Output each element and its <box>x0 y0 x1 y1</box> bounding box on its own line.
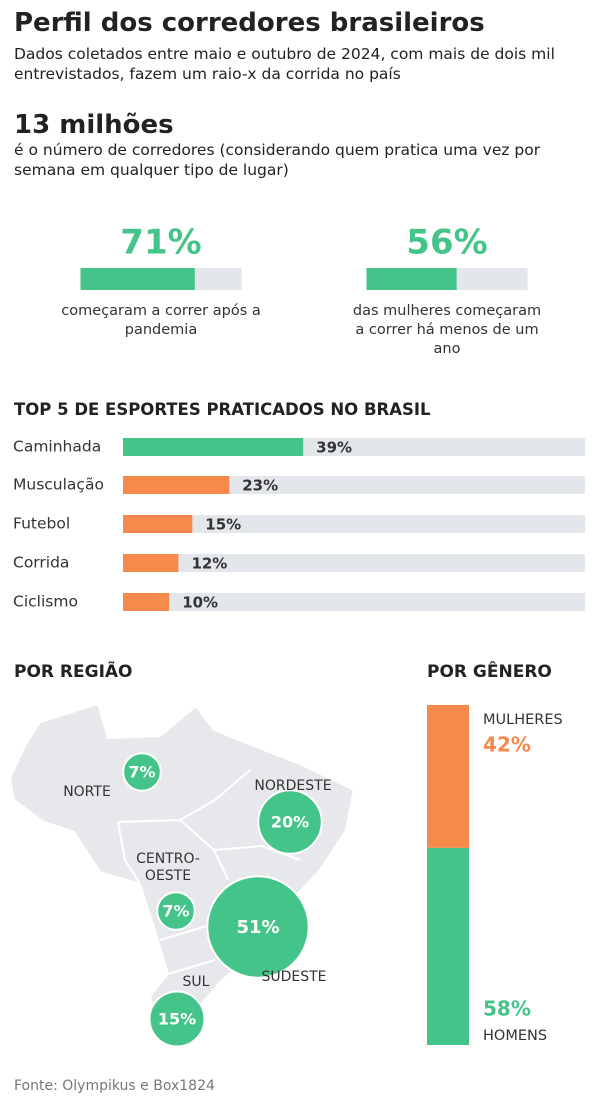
region-label: NORTE <box>63 784 111 800</box>
value-label: 58% <box>483 997 531 1021</box>
kpi-value: 56% <box>406 223 487 263</box>
bar <box>123 515 193 533</box>
title: Perfil dos corredores brasileiros <box>14 8 485 38</box>
kpi-value: 71% <box>120 223 201 263</box>
bubble-label: 7% <box>128 763 155 782</box>
section-title: POR GÊNERO <box>427 662 552 682</box>
progress-bar <box>366 268 457 290</box>
gender-bar <box>427 847 469 1045</box>
kpi-caption: começaram a correr após a pandemia <box>61 303 261 338</box>
category-label: Ciclismo <box>13 593 78 611</box>
bubble-label: 51% <box>236 917 279 938</box>
highlight-value: 13 milhões <box>14 110 174 140</box>
value-label: 23% <box>242 477 278 495</box>
progress-bar <box>80 268 195 290</box>
bar <box>123 554 179 572</box>
bubble <box>122 752 162 792</box>
source: Fonte: Olympikus e Box1824 <box>14 1078 215 1094</box>
bar <box>123 593 170 611</box>
value-label: 42% <box>483 733 531 757</box>
region-label: SUL <box>183 974 210 990</box>
bubble-label: 20% <box>271 813 309 832</box>
value-label: 15% <box>205 516 241 534</box>
track <box>123 554 585 572</box>
highlight-text: é o número de corredores (considerando q… <box>14 141 541 179</box>
region-label: SUDESTE <box>261 969 326 985</box>
region-borders <box>117 769 301 975</box>
brazil-map <box>8 702 356 1044</box>
legend-label: HOMENS <box>483 1028 547 1044</box>
section-title: TOP 5 DE ESPORTES PRATICADOS NO BRASIL <box>14 400 431 419</box>
gender-bar <box>427 705 469 848</box>
kpi-caption: das mulheres começaram a correr há menos… <box>352 303 542 357</box>
category-label: Caminhada <box>13 438 101 456</box>
region-label: CENTRO-OESTE <box>136 851 200 884</box>
bar <box>123 438 304 456</box>
bubble-label: 15% <box>158 1010 196 1029</box>
category-label: Musculação <box>13 476 104 494</box>
section-title: POR REGIÃO <box>14 662 133 682</box>
bubble <box>156 891 196 931</box>
bubble-label: 7% <box>162 902 189 921</box>
legend-label: MULHERES <box>483 712 563 728</box>
value-label: 10% <box>182 594 218 612</box>
track <box>123 593 585 611</box>
value-label: 39% <box>316 439 352 457</box>
subtitle: Dados coletados entre maio e outubro de … <box>14 45 555 83</box>
track <box>123 515 585 533</box>
region-label: NORDESTE <box>254 778 331 794</box>
category-label: Corrida <box>13 554 69 572</box>
bubble <box>206 875 310 979</box>
category-label: Futebol <box>13 515 70 533</box>
bubble <box>257 789 323 855</box>
bubble <box>148 990 206 1048</box>
track <box>123 476 585 494</box>
bar <box>123 476 230 494</box>
value-label: 12% <box>191 555 227 573</box>
